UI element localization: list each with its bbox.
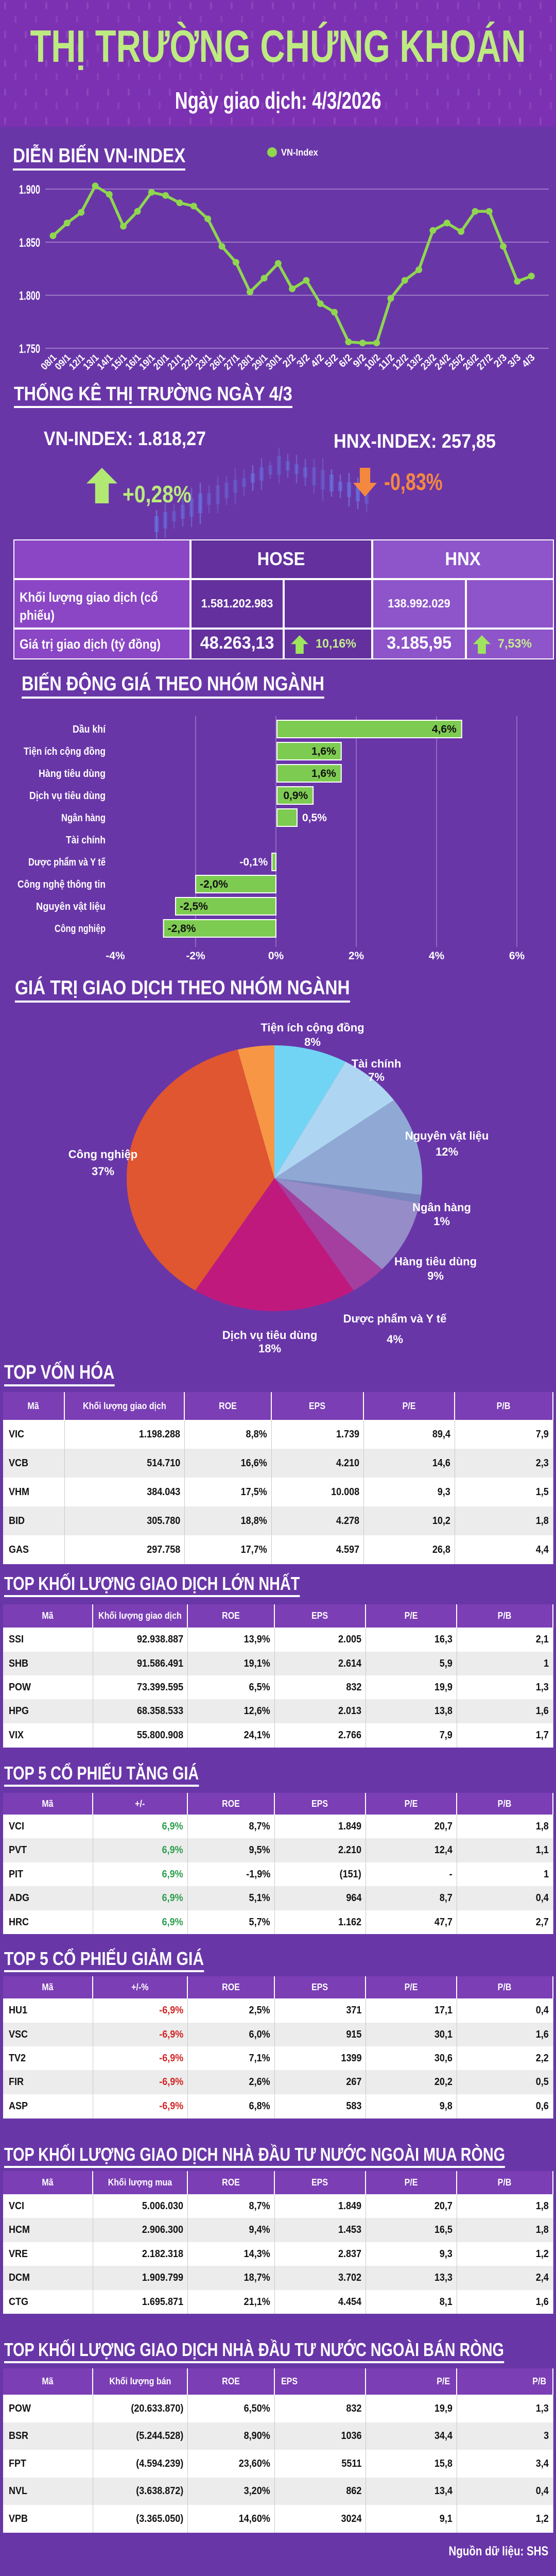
svg-text:Tiện ích cộng đồng: Tiện ích cộng đồng bbox=[24, 746, 106, 757]
svg-text:37%: 37% bbox=[92, 1165, 114, 1178]
svg-text:-2,0%: -2,0% bbox=[200, 878, 228, 890]
svg-text:Công nghiệp: Công nghiệp bbox=[55, 923, 106, 935]
svg-text:4%: 4% bbox=[429, 950, 445, 962]
svg-text:Hàng tiêu dùng: Hàng tiêu dùng bbox=[39, 768, 106, 779]
svg-text:Ngân hàng: Ngân hàng bbox=[412, 1201, 471, 1214]
svg-text:Ngân hàng: Ngân hàng bbox=[61, 812, 106, 824]
svg-text:Dịch vụ tiêu dùng: Dịch vụ tiêu dùng bbox=[29, 790, 106, 802]
svg-text:Nguyên vật liệu: Nguyên vật liệu bbox=[405, 1129, 489, 1142]
svg-text:1.900: 1.900 bbox=[19, 183, 40, 197]
svg-text:Dược phẩm và Y tế: Dược phẩm và Y tế bbox=[343, 1312, 447, 1325]
svg-text:Tài chính: Tài chính bbox=[66, 835, 106, 846]
svg-text:8%: 8% bbox=[304, 1036, 321, 1048]
svg-text:0%: 0% bbox=[268, 950, 284, 962]
svg-text:Công nghệ thông tin: Công nghệ thông tin bbox=[18, 879, 106, 890]
svg-text:Dầu khí: Dầu khí bbox=[73, 724, 106, 735]
svg-text:1.850: 1.850 bbox=[19, 236, 40, 250]
svg-text:Dịch vụ tiêu dùng: Dịch vụ tiêu dùng bbox=[222, 1329, 318, 1342]
svg-text:4%: 4% bbox=[387, 1333, 403, 1346]
svg-text:2%: 2% bbox=[349, 950, 364, 962]
svg-text:1,6%: 1,6% bbox=[311, 768, 336, 779]
svg-text:-0,1%: -0,1% bbox=[239, 856, 268, 868]
svg-text:Công nghiệp: Công nghiệp bbox=[68, 1148, 137, 1161]
svg-text:9%: 9% bbox=[427, 1269, 444, 1282]
svg-text:-2%: -2% bbox=[186, 950, 205, 962]
svg-text:7%: 7% bbox=[368, 1071, 385, 1083]
svg-text:1.800: 1.800 bbox=[19, 289, 40, 303]
svg-text:0,9%: 0,9% bbox=[283, 790, 308, 802]
svg-text:12%: 12% bbox=[436, 1145, 458, 1158]
svg-text:4,6%: 4,6% bbox=[432, 723, 457, 735]
svg-text:-2,8%: -2,8% bbox=[168, 923, 196, 935]
svg-text:-2,5%: -2,5% bbox=[180, 901, 208, 912]
svg-text:1,6%: 1,6% bbox=[311, 745, 336, 757]
svg-text:1%: 1% bbox=[433, 1215, 450, 1228]
svg-text:6%: 6% bbox=[509, 950, 525, 962]
svg-text:Tiện ích cộng đồng: Tiện ích cộng đồng bbox=[260, 1021, 364, 1034]
svg-text:Tài chính: Tài chính bbox=[352, 1057, 402, 1070]
svg-text:Nguyên vật liệu: Nguyên vật liệu bbox=[36, 901, 106, 912]
svg-text:Dược phẩm và Y tế: Dược phẩm và Y tế bbox=[28, 857, 106, 868]
svg-text:Hàng tiêu dùng: Hàng tiêu dùng bbox=[394, 1255, 477, 1268]
svg-text:1.750: 1.750 bbox=[19, 342, 40, 356]
svg-text:18%: 18% bbox=[258, 1342, 281, 1355]
svg-text:0,5%: 0,5% bbox=[302, 812, 327, 824]
svg-text:-4%: -4% bbox=[106, 950, 125, 962]
